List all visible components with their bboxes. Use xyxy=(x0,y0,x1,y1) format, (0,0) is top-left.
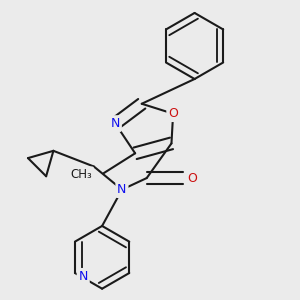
Text: N: N xyxy=(111,117,120,130)
Text: O: O xyxy=(168,107,178,120)
Text: O: O xyxy=(187,172,197,184)
Text: N: N xyxy=(117,183,127,196)
Text: CH₃: CH₃ xyxy=(70,168,92,181)
Text: N: N xyxy=(79,270,88,283)
